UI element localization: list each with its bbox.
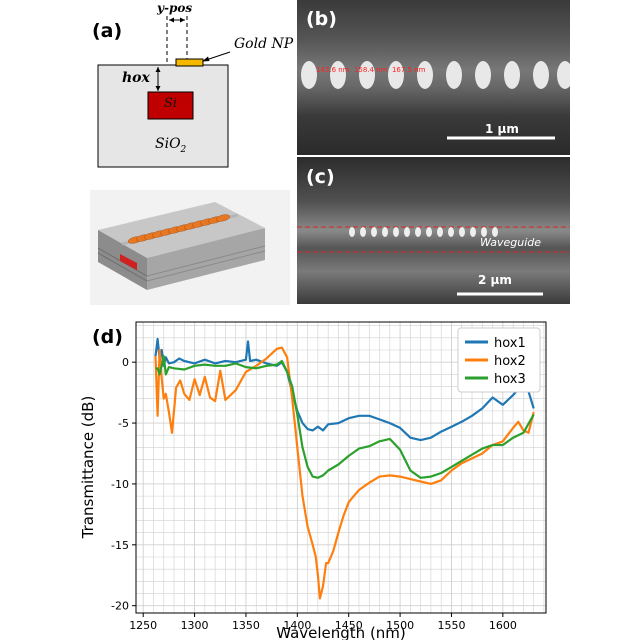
sio2-label: SiO2 [155, 136, 186, 155]
chart-legend: hox1 hox2 hox3 [457, 327, 541, 393]
device-3d-illustration [90, 190, 290, 305]
panel-b-label: (b) [306, 8, 337, 30]
series-line-hox1 [154, 337, 535, 442]
y-tick-label: -15 [111, 539, 129, 552]
chart-ticks: 1250 1300 1350 1400 1450 1500 1550 1600 0 -5 -10 -1… [111, 356, 517, 632]
x-axis-label: Wavelength (nm) [276, 624, 406, 640]
legend-box [457, 327, 541, 393]
sem-b-graphic [297, 0, 570, 155]
sem-c-waveguide-label: Waveguide [480, 236, 542, 249]
gold-np-label: Gold NP [234, 36, 294, 52]
sem-b-scale-label: 1 μm [485, 122, 519, 136]
legend-label-hox1: hox1 [494, 336, 526, 351]
chart-series [154, 337, 535, 600]
series-line-hox3 [155, 355, 535, 479]
x-tick-label: 1250 [129, 619, 157, 632]
y-axis-label: Transmittance (dB) [79, 396, 97, 540]
x-tick-label: 1350 [232, 619, 260, 632]
sem-b-measurements: 143.6 nm 158.4 nm 167.5 nm [316, 66, 426, 74]
x-tick-label: 1600 [489, 619, 517, 632]
sem-c-nanoparticles [349, 227, 498, 237]
sem-c-scale-label: 2 μm [478, 273, 512, 287]
sem-image-c [297, 157, 570, 304]
plot-frame [135, 321, 547, 614]
si-label: Si [164, 96, 178, 111]
series-line-hox2 [154, 346, 535, 600]
y-tick-label: 0 [122, 356, 129, 369]
y-tick-label: -10 [111, 478, 129, 491]
transmittance-chart: 1250 1300 1350 1400 1450 1500 1550 1600 0 -5 -10 -1… [79, 321, 547, 640]
chip-right-face [147, 228, 265, 290]
panel-a-label: (a) [92, 20, 123, 42]
cross-section-diagram [97, 16, 231, 168]
sio2-text: SiO [155, 136, 181, 152]
x-tick-label: 1550 [437, 619, 465, 632]
hox-label: hox [122, 70, 150, 86]
ypos-label: y-pos [157, 1, 193, 15]
legend-label-hox3: hox3 [494, 372, 526, 387]
gold-np-array [127, 214, 231, 244]
panel-d-label: (d) [92, 326, 123, 348]
x-tick-label: 1300 [181, 619, 209, 632]
legend-label-hox2: hox2 [494, 354, 526, 369]
y-tick-label: -20 [111, 600, 129, 613]
sem-b-nanoparticles [301, 61, 570, 89]
waveguide-facet [120, 254, 137, 270]
x-tick-label: 1500 [386, 619, 414, 632]
x-tick-label: 1400 [283, 619, 311, 632]
sem-c-graphic [297, 157, 570, 304]
x-tick-label: 1450 [335, 619, 363, 632]
si-core [147, 91, 194, 120]
gold-nanoparticle [175, 58, 204, 67]
sio2-subscript: 2 [180, 144, 187, 155]
sem-image-b [297, 0, 570, 155]
y-tick-label: -5 [118, 417, 129, 430]
panel-c-label: (c) [306, 166, 335, 188]
